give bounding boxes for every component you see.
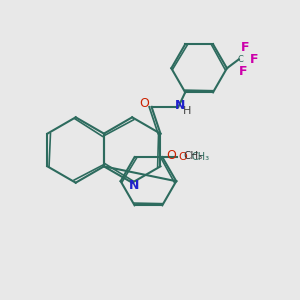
Text: N: N [175,99,185,112]
Text: H: H [182,106,191,116]
Text: C: C [237,55,243,64]
Text: N: N [128,179,139,192]
Text: F: F [239,65,248,78]
Text: O: O [179,152,188,162]
Text: F: F [241,41,249,54]
Text: CH₃: CH₃ [191,152,209,162]
Text: CH₃: CH₃ [184,151,203,161]
Text: F: F [249,53,258,66]
Text: O: O [139,98,149,110]
Text: O: O [166,149,176,162]
